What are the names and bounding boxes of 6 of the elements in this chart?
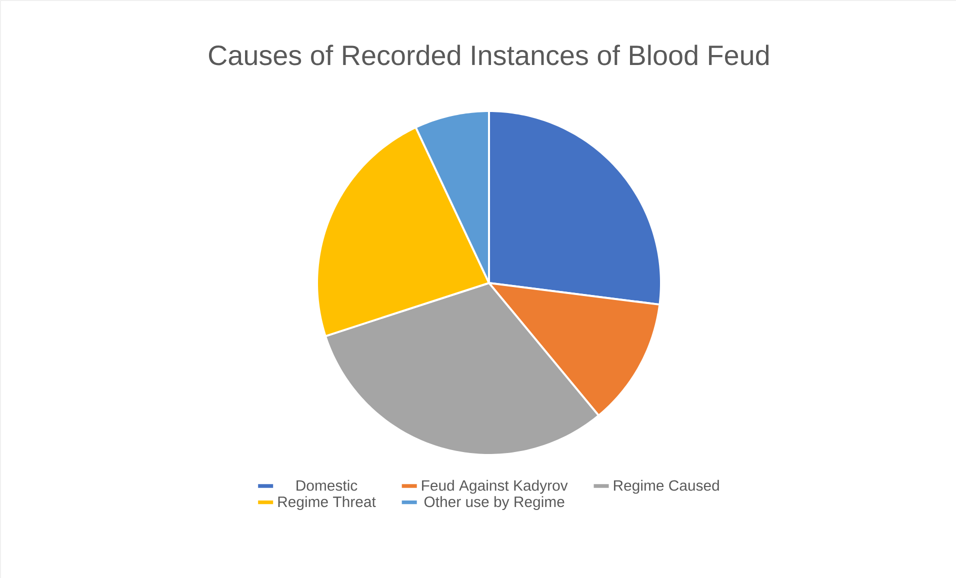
legend-label: Feud Against Kadyrov — [422, 480, 568, 494]
legend-label: Other use by Regime — [424, 496, 564, 510]
legend-label: Domestic — [296, 480, 358, 491]
legend-label: Regime Caused — [614, 480, 719, 494]
legend-label: Regime Threat — [278, 496, 376, 510]
chart-title: Causes of Recorded Instances of Blood Feud — [208, 44, 769, 66]
